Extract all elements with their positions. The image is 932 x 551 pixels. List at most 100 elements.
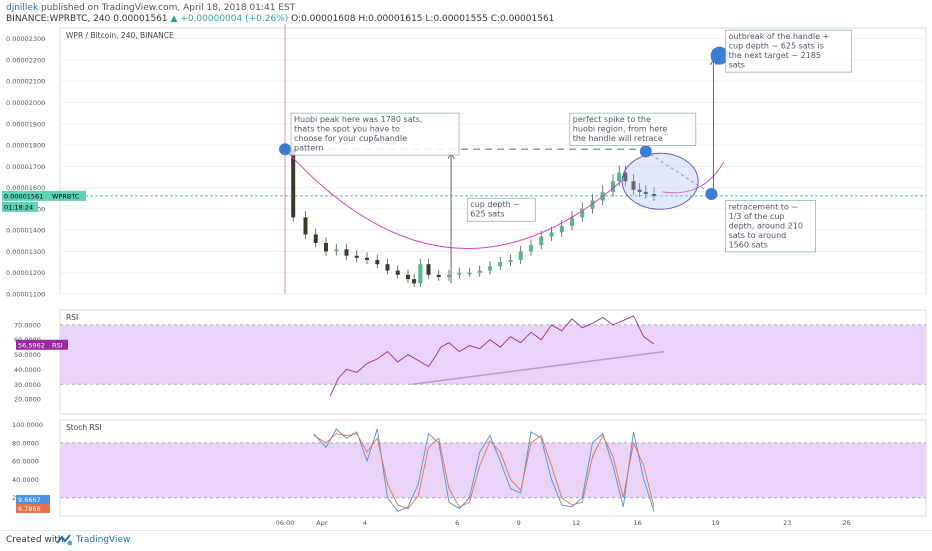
last-price-badge: [2, 190, 50, 201]
annotation-box: perfect spike to the huobi region, from h…: [569, 112, 697, 146]
x-tick-label: 26: [843, 519, 851, 527]
annotation-marker: [279, 143, 291, 156]
rsi-tick-label: 30.0000: [14, 381, 41, 389]
x-tick-label: 06:00: [276, 519, 295, 527]
stoch-value-badge: [16, 495, 50, 504]
candle-body: [447, 274, 451, 277]
stoch-value-label: 9.6667: [18, 496, 41, 504]
annotation-box-frame: [725, 200, 816, 253]
candle-body: [334, 249, 339, 252]
annotation-text: outbreak of the handle + cup depth ~ 625 …: [729, 32, 830, 70]
candle-body: [631, 181, 636, 190]
candle-body: [406, 274, 410, 280]
publisher-line: djnillek published on TradingView.com, A…: [6, 3, 295, 13]
price-tick-label: 0.00001600: [6, 184, 45, 192]
annotation-text: perfect spike to the huobi region, from h…: [573, 115, 668, 143]
x-tick-label: 19: [711, 519, 719, 527]
candle-body: [457, 272, 462, 275]
x-tick-label: 4: [363, 519, 367, 527]
chart-area[interactable]: 0.00002300 0.00002200 0.00002100 0.00002000…: [0, 24, 932, 530]
annotation-box: outbreak of the handle + cup depth ~ 625 …: [725, 29, 852, 73]
candle-body: [539, 236, 544, 246]
price-title: WPR / Bitcoin, 240, BINANCE: [66, 31, 174, 40]
rsi-tick-label: 20.0000: [14, 396, 41, 404]
price-change-value: +0.00000004 (+0.26%): [180, 14, 289, 24]
x-tick-label: 9: [517, 519, 521, 527]
annotation-box-frame: [725, 29, 852, 73]
tradingview-brand[interactable]: TradingView: [76, 535, 131, 545]
tradingview-logo-icon: [56, 534, 72, 546]
candle-body: [559, 225, 564, 233]
author-name[interactable]: djnillek: [6, 3, 39, 13]
rsi-trendline: [412, 350, 665, 386]
price-tick-label: 0.00001800: [6, 142, 45, 150]
rsi-tag-badge: [50, 339, 68, 350]
handle-curve: [662, 161, 725, 194]
rsi-title: RSI: [66, 313, 78, 322]
stoch-title: Stoch RSI: [66, 423, 102, 432]
countdown-label: 01:18:24: [4, 203, 33, 211]
price-tick-label: 0.00001700: [6, 163, 45, 171]
annotation-marker: [639, 145, 652, 158]
created-with-text: Created with: [6, 535, 64, 545]
candle-body: [303, 217, 308, 235]
candle-body: [549, 232, 554, 237]
x-tick-label: 6: [455, 519, 459, 527]
price-tick-label: 0.00002300: [6, 35, 45, 43]
x-tick-label: 23: [783, 519, 791, 527]
handle-ellipse: [621, 152, 699, 210]
stoch-band: [60, 442, 926, 498]
candle-body: [488, 266, 492, 271]
candle-body: [426, 264, 431, 275]
annotation-text: retracement to ~1/3 of the cup depth, aro…: [729, 202, 803, 249]
rsi-line: [329, 315, 655, 397]
annotation-text: Huobi peak here was 1780 sats, thats the …: [294, 115, 422, 152]
annotation-box-frame: [466, 197, 536, 222]
rsi-value-badge: [16, 339, 50, 350]
candle-body: [324, 242, 328, 252]
x-tick-label: 12: [572, 519, 580, 527]
rsi-tick-label: 50.0000: [14, 351, 41, 359]
symbol-tag: WPRBTC: [52, 192, 80, 200]
candle-body: [518, 251, 523, 260]
rsi-tick-label: 40.0000: [14, 366, 41, 374]
candle-body: [436, 274, 441, 277]
stoch-tick-label: 60.0000: [12, 458, 39, 466]
candle-body: [623, 172, 628, 182]
candle-body: [617, 172, 622, 182]
retracement-line: [645, 151, 712, 195]
rsi-tick-label: 70.0000: [14, 321, 41, 329]
last-price-label: 0.00001561: [4, 192, 43, 200]
candle-body: [611, 181, 615, 192]
stoch-line-D: [313, 433, 655, 510]
annotation-text: cup depth ~625 sats: [470, 200, 520, 219]
annotation-box: retracement to ~1/3 of the cup depth, aro…: [725, 200, 816, 253]
published-text: published on TradingView.com, April 18, …: [41, 3, 296, 13]
annotation-box: cup depth ~625 sats: [466, 197, 536, 222]
annotation-box: Huobi peak here was 1780 sats, thats the …: [290, 112, 460, 156]
price-tick-label: 0.00002200: [6, 56, 45, 64]
candle-body: [570, 217, 574, 226]
stoch-tick-label: 40.0000: [12, 476, 39, 484]
symbol-line: BINANCE:WPRBTC, 240 0.00001561 ▲ +0.0000…: [6, 14, 554, 24]
candle-body: [508, 259, 513, 263]
candle-body: [580, 208, 585, 218]
rsi-value-label: 56.5962: [18, 341, 45, 349]
ohlc-values: O:0.00001608 H:0.00001615 L:0.00001555 C…: [291, 14, 555, 24]
candle-body: [529, 245, 533, 252]
candle-body: [652, 193, 656, 197]
rsi-band: [60, 324, 926, 385]
price-tick-label: 0.00001900: [6, 120, 45, 128]
candle-body: [477, 270, 482, 273]
candle-body: [498, 262, 503, 267]
annotation-box-frame: [290, 112, 460, 156]
price-tick-label: 0.00001400: [6, 227, 45, 235]
x-tick-label: Apr: [316, 519, 328, 527]
stoch-tick-label: 80.0000: [12, 439, 39, 447]
symbol-tag-badge: [50, 190, 86, 201]
candle-body: [313, 234, 318, 243]
annotation-marker: [710, 46, 729, 65]
candle-body: [344, 249, 349, 256]
candle-body: [375, 259, 380, 265]
candle-body: [637, 189, 642, 192]
